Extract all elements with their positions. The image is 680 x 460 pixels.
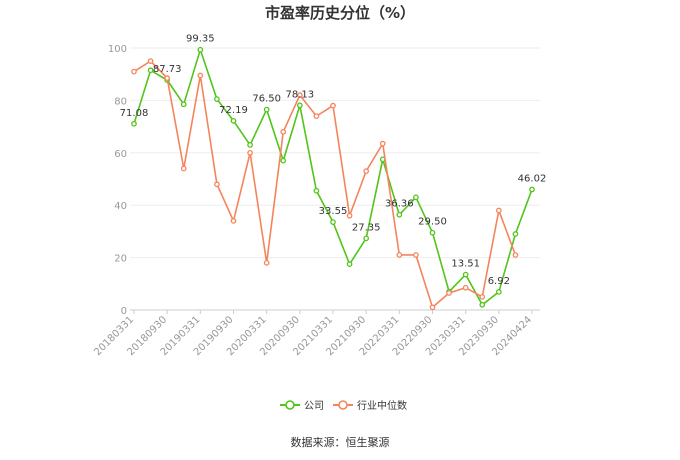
data-label: 33.55 — [319, 206, 348, 217]
data-point — [330, 102, 336, 109]
data-point — [512, 252, 519, 258]
data-point — [214, 181, 220, 188]
series-lines — [131, 46, 535, 311]
data-point — [479, 301, 486, 308]
data-point — [280, 128, 287, 135]
data-label: 6.92 — [488, 276, 510, 287]
data-label: 72.19 — [219, 105, 248, 116]
data-point — [379, 140, 386, 147]
x-axis: 2018033120180930201903312019093020200331… — [92, 310, 534, 358]
data-point — [429, 229, 436, 236]
data-label: 99.35 — [186, 34, 215, 45]
series-line-1 — [133, 60, 517, 309]
y-tick-label: 100 — [108, 44, 127, 55]
data-point — [263, 106, 270, 113]
data-point — [197, 72, 204, 79]
y-tick-label: 40 — [114, 201, 127, 212]
data-point — [462, 284, 469, 291]
data-source-note: 数据来源：恒生聚源 — [291, 435, 390, 449]
data-point — [396, 252, 403, 258]
data-point — [247, 149, 253, 156]
data-label: 13.51 — [451, 259, 480, 270]
y-tick-label: 80 — [114, 96, 127, 107]
data-point — [446, 290, 452, 296]
data-label: 36.36 — [385, 199, 414, 210]
legend-label: 公司 — [304, 401, 324, 412]
data-label: 46.02 — [518, 173, 547, 184]
legend-item-1[interactable]: 行业中位数 — [333, 399, 407, 412]
data-point — [180, 165, 187, 172]
data-point — [147, 58, 154, 64]
data-label: 76.50 — [252, 94, 281, 105]
data-point — [346, 212, 353, 219]
data-point — [429, 304, 436, 311]
data-label: 29.50 — [418, 217, 447, 228]
data-point — [330, 219, 336, 225]
data-labels: 71.08 87.73 99.35 72.19 76.50 78.13 33.55 27.35… — [120, 34, 547, 287]
data-point — [413, 252, 419, 258]
data-point — [363, 168, 370, 174]
data-point — [280, 157, 287, 164]
data-point — [296, 92, 303, 99]
data-point — [512, 231, 519, 237]
chart-title: 市盈率历史分位（%） — [265, 4, 415, 22]
legend-item-0[interactable]: 公司 — [280, 400, 324, 412]
data-point — [214, 96, 220, 102]
data-label: 87.73 — [153, 64, 182, 75]
legend-marker — [285, 400, 295, 410]
data-point — [363, 235, 370, 242]
data-point — [131, 68, 137, 75]
data-point — [479, 294, 486, 300]
grid — [130, 47, 540, 311]
y-tick-label: 0 — [121, 306, 127, 317]
data-point — [247, 142, 253, 148]
y-tick-label: 20 — [114, 254, 127, 265]
data-point — [313, 187, 320, 194]
data-point — [147, 67, 154, 74]
legend-marker — [338, 400, 348, 410]
data-point — [197, 46, 204, 53]
y-tick-label: 60 — [114, 149, 127, 160]
data-point — [131, 120, 137, 127]
data-point — [529, 186, 535, 193]
data-point — [396, 211, 403, 218]
data-point — [180, 101, 187, 108]
data-point — [230, 218, 237, 224]
legend[interactable]: 公司 行业中位数 — [280, 399, 407, 412]
data-point — [495, 289, 502, 295]
y-axis: 0 20 40 60 80 100 — [108, 44, 127, 317]
data-point — [462, 271, 469, 278]
data-point — [230, 118, 237, 124]
data-point — [164, 75, 171, 81]
data-point — [495, 207, 502, 214]
data-point — [296, 102, 303, 109]
data-point — [413, 194, 419, 201]
data-label: 71.08 — [120, 108, 149, 119]
data-point — [263, 259, 270, 266]
data-label: 78.13 — [286, 89, 315, 100]
data-label: 27.35 — [352, 222, 381, 233]
legend-label: 行业中位数 — [357, 399, 407, 412]
data-point — [346, 261, 353, 267]
data-point — [313, 113, 320, 119]
